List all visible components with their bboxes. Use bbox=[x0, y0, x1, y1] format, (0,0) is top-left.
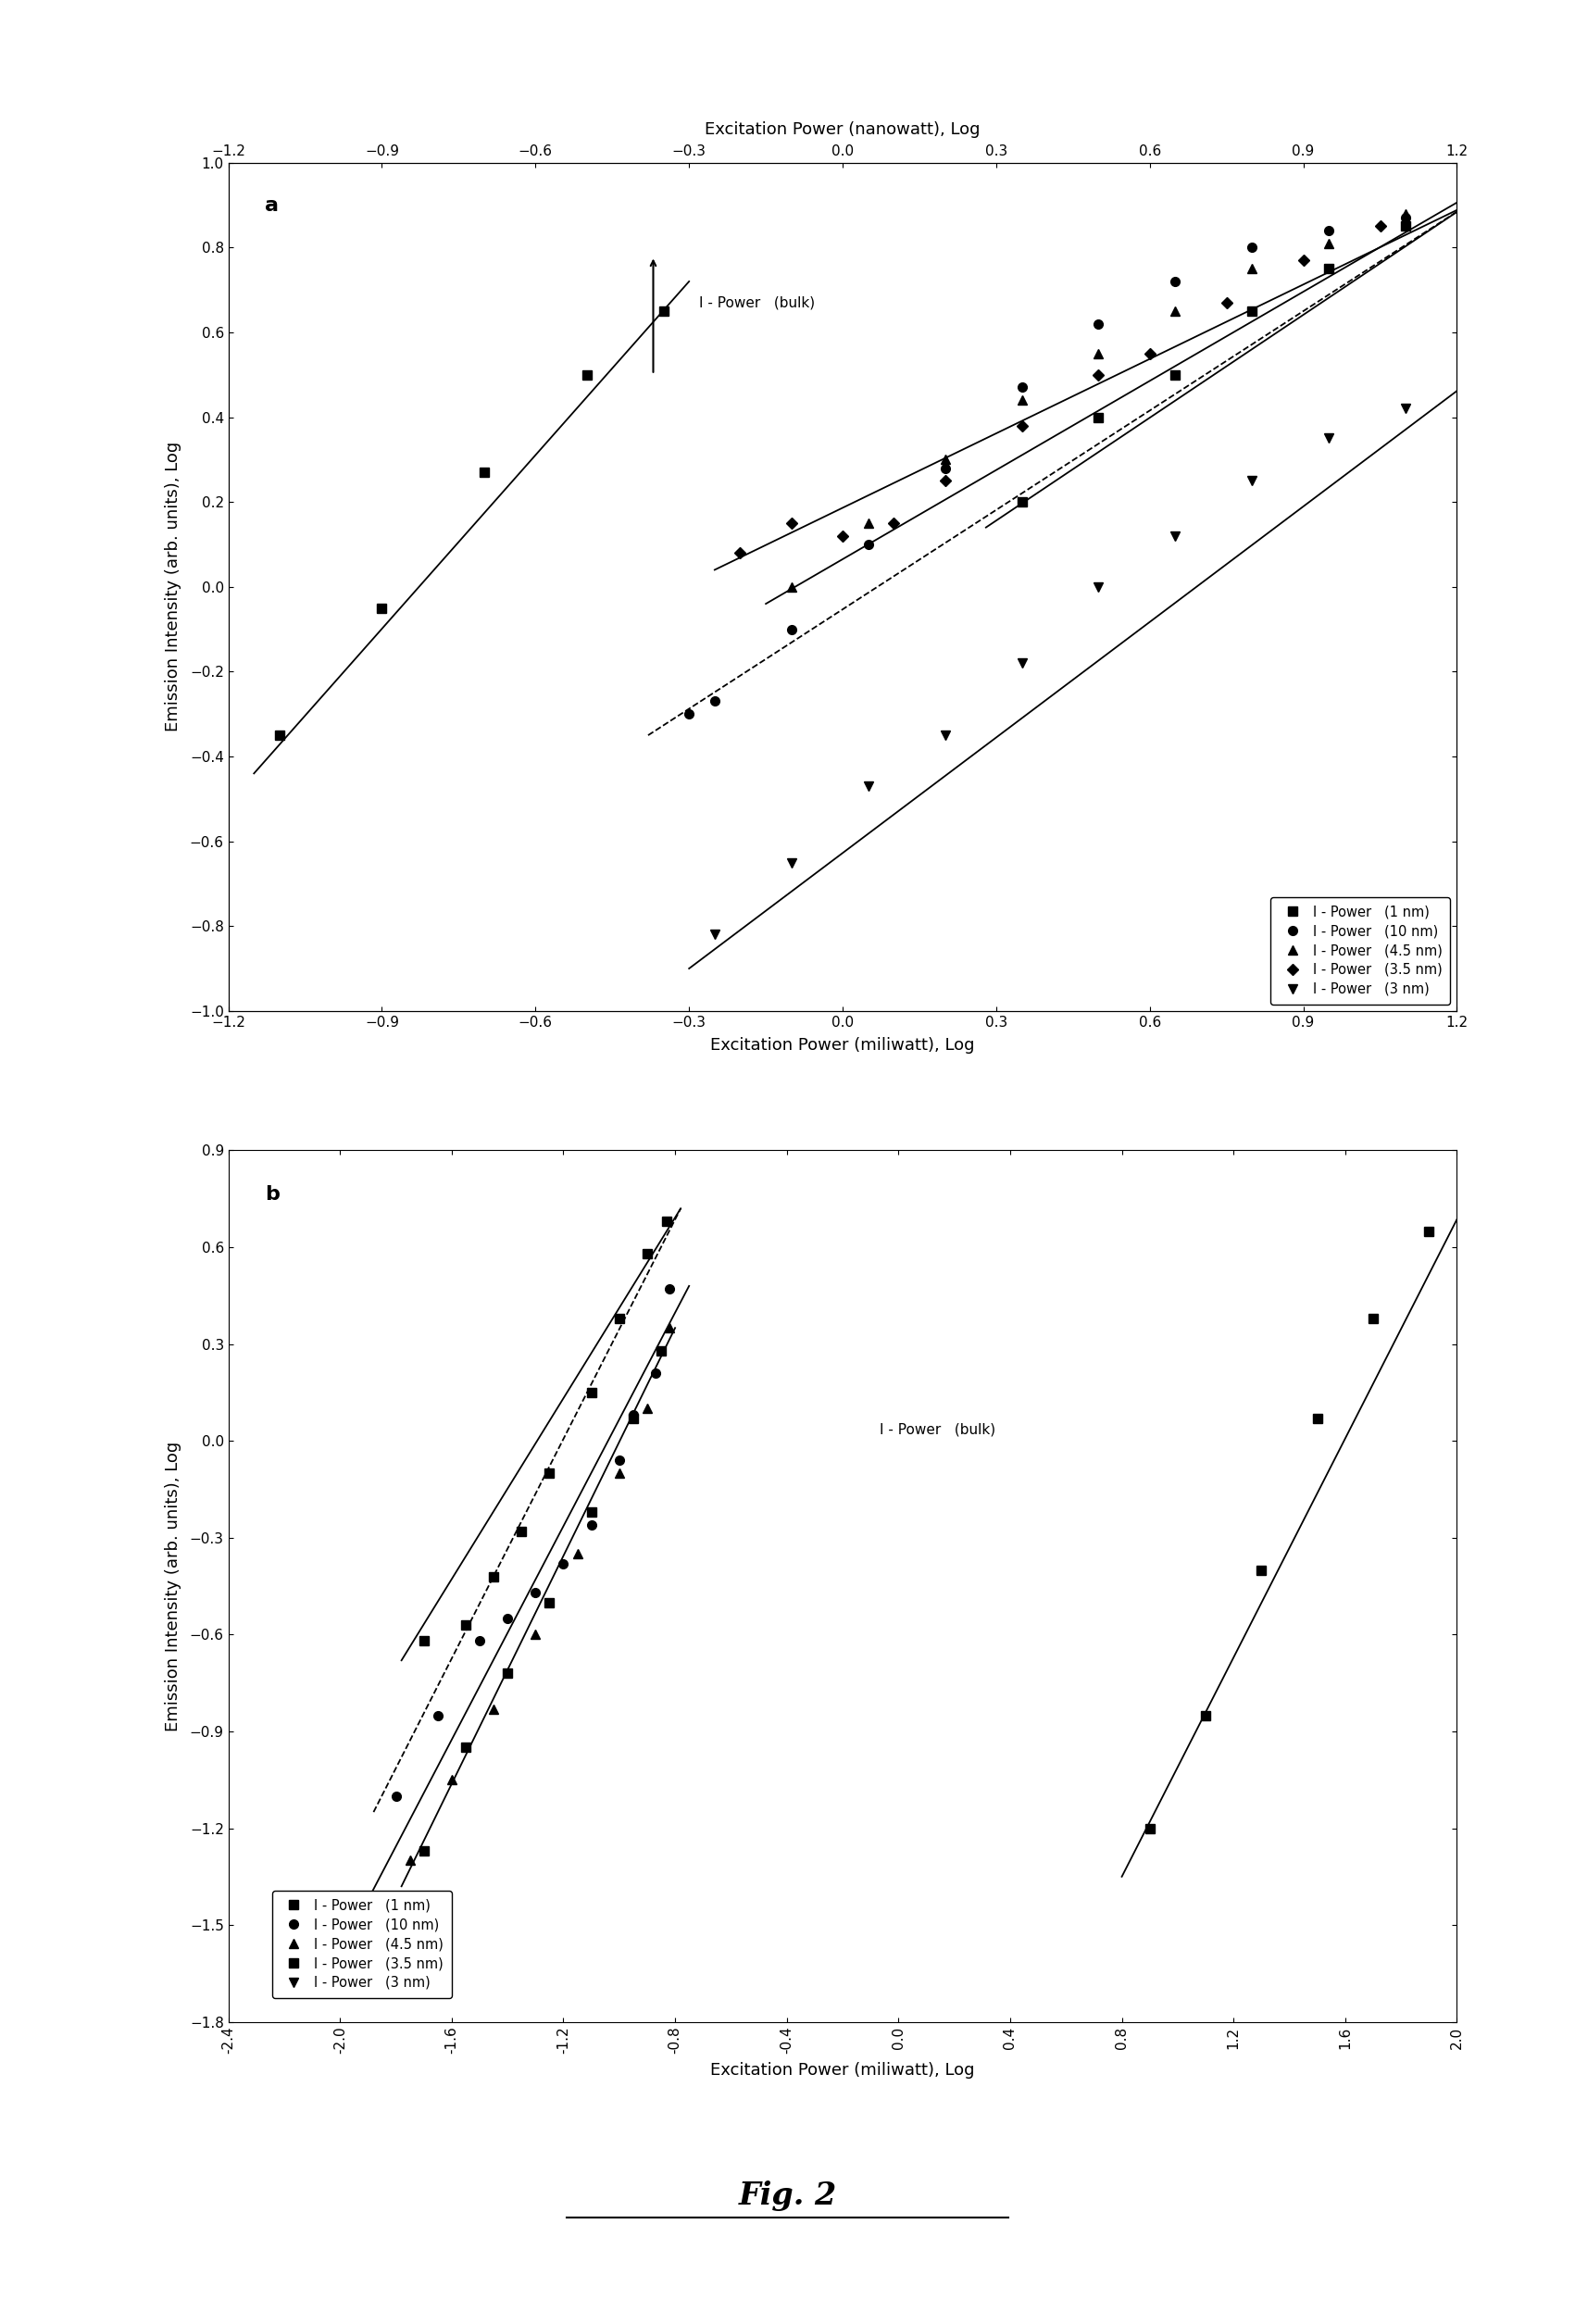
X-axis label: Excitation Power (nanowatt), Log: Excitation Power (nanowatt), Log bbox=[706, 121, 980, 137]
Y-axis label: Emission Intensity (arb. units), Log: Emission Intensity (arb. units), Log bbox=[165, 442, 181, 732]
Text: I - Power   (bulk): I - Power (bulk) bbox=[699, 295, 816, 309]
Legend: I - Power   (1 nm), I - Power   (10 nm), I - Power   (4.5 nm), I - Power   (3.5 : I - Power (1 nm), I - Power (10 nm), I -… bbox=[272, 1889, 452, 1999]
Text: I - Power   (bulk): I - Power (bulk) bbox=[879, 1422, 995, 1436]
Legend: I - Power   (1 nm), I - Power   (10 nm), I - Power   (4.5 nm), I - Power   (3.5 : I - Power (1 nm), I - Power (10 nm), I -… bbox=[1271, 897, 1451, 1004]
Text: a: a bbox=[265, 198, 279, 216]
X-axis label: Excitation Power (miliwatt), Log: Excitation Power (miliwatt), Log bbox=[710, 1037, 975, 1053]
X-axis label: Excitation Power (miliwatt), Log: Excitation Power (miliwatt), Log bbox=[710, 2061, 975, 2078]
Text: b: b bbox=[265, 1185, 280, 1204]
Y-axis label: Emission Intensity (arb. units), Log: Emission Intensity (arb. units), Log bbox=[165, 1441, 181, 1731]
Text: Fig. 2: Fig. 2 bbox=[739, 2180, 836, 2212]
